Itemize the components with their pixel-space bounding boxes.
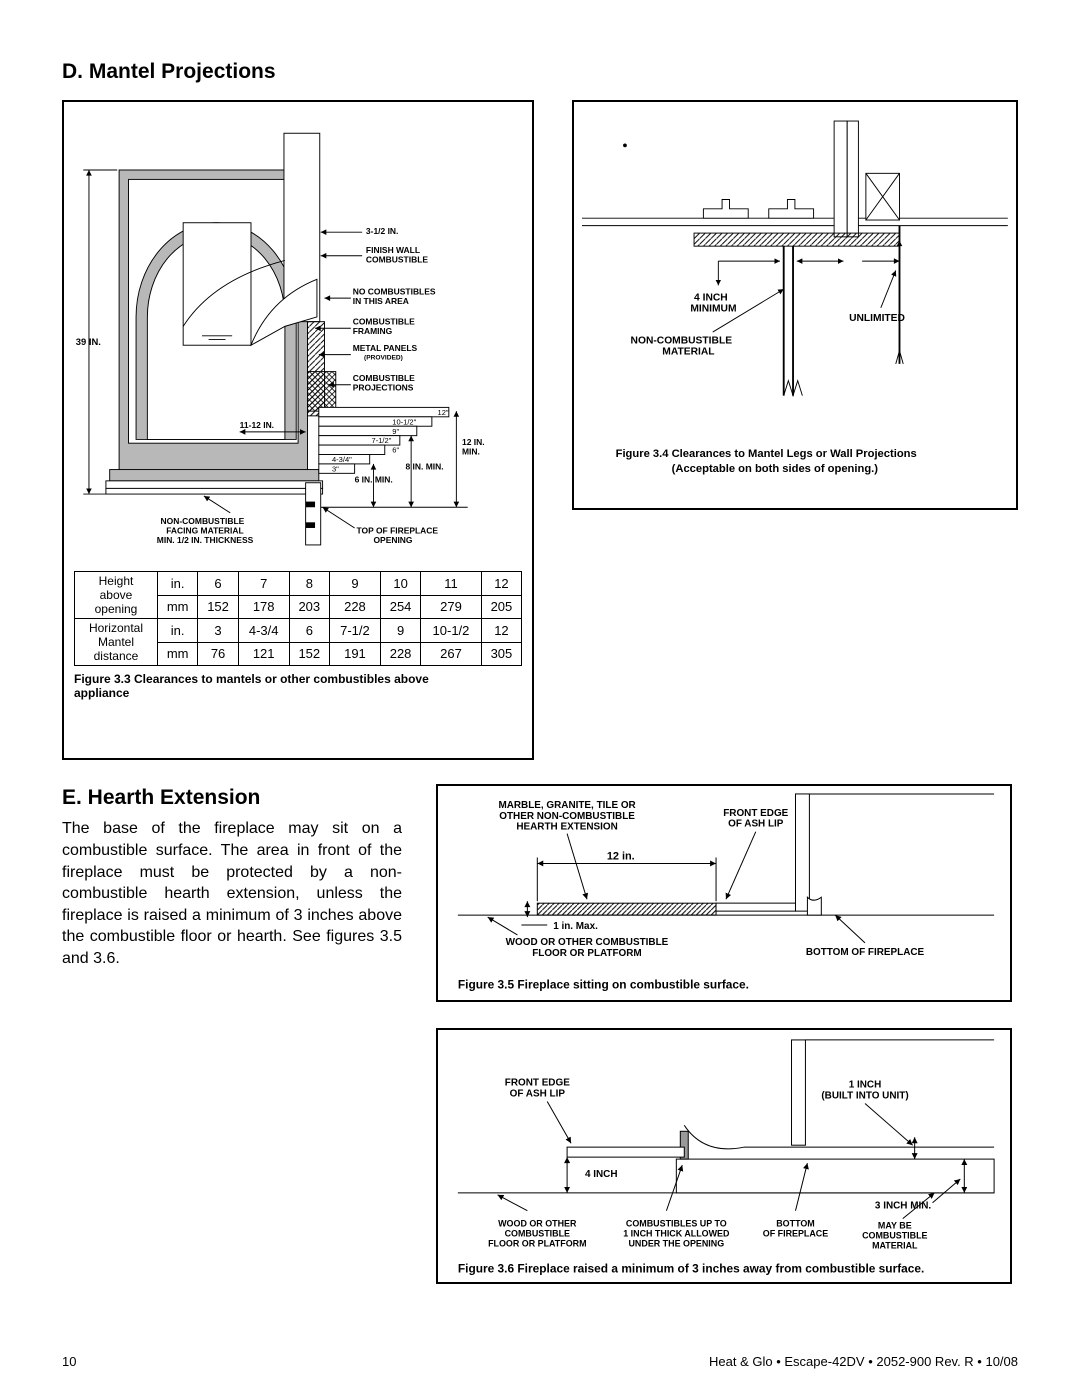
svg-text:7-1/2": 7-1/2" (372, 436, 392, 445)
svg-text:OPENING: OPENING (373, 535, 412, 545)
svg-text:BOTTOM: BOTTOM (776, 1219, 815, 1229)
svg-text:COMBUSTIBLES UP TO: COMBUSTIBLES UP TO (626, 1219, 727, 1229)
svg-text:UNDER THE OPENING: UNDER THE OPENING (628, 1238, 724, 1248)
svg-text:COMBUSTIBLE: COMBUSTIBLE (862, 1231, 927, 1241)
row2-head: Horizontal Mantel distance (75, 619, 158, 666)
fig35-caption: Figure 3.5 Fireplace sitting on combusti… (458, 978, 749, 992)
svg-text:MAY BE: MAY BE (878, 1221, 912, 1231)
svg-text:COMBUSTIBLE: COMBUSTIBLE (366, 254, 428, 264)
svg-text:10-1/2": 10-1/2" (392, 417, 416, 426)
svg-text:MINIMUM: MINIMUM (691, 304, 737, 315)
fig33-table: Height above opening in. 6 7 8 9 10 11 1… (74, 571, 522, 700)
svg-text:MARBLE, GRANITE, TILE OR: MARBLE, GRANITE, TILE OR (498, 800, 635, 811)
lbl-unlimited: UNLIMITED (849, 313, 905, 324)
svg-text:39 IN.: 39 IN. (76, 336, 101, 347)
svg-text:MIN.: MIN. (462, 446, 480, 456)
svg-text:(PROVIDED): (PROVIDED) (364, 354, 403, 361)
svg-text:MIN. 1/2 IN. THICKNESS: MIN. 1/2 IN. THICKNESS (157, 535, 254, 545)
svg-text:(BUILT INTO UNIT): (BUILT INTO UNIT) (821, 1091, 908, 1102)
footer-right: Heat & Glo • Escape-42DV • 2052-900 Rev.… (709, 1354, 1018, 1369)
svg-text:PROJECTIONS: PROJECTIONS (353, 382, 414, 392)
svg-text:OF ASH LIP: OF ASH LIP (728, 819, 784, 830)
svg-text:1 in. Max.: 1 in. Max. (553, 921, 598, 932)
page-number: 10 (62, 1354, 76, 1369)
figure-3-5: 12 in. 1 in. Max. MARBLE, GRANITE, TILE … (436, 784, 1012, 1002)
svg-text:FRONT EDGE: FRONT EDGE (505, 1078, 570, 1089)
svg-text:3-1/2 IN.: 3-1/2 IN. (366, 226, 398, 236)
lbl-4inch-min: 4 INCH (694, 292, 728, 303)
fig34-diagram: 4 INCH MINIMUM UNLIMITED NON-COMBUSTIBLE… (582, 110, 1008, 500)
svg-text:3": 3" (332, 464, 339, 473)
svg-text:12 in.: 12 in. (607, 850, 635, 862)
svg-text:MATERIAL: MATERIAL (662, 346, 714, 357)
svg-text:4-3/4": 4-3/4" (332, 455, 352, 464)
section-e-title: E. Hearth Extension (62, 784, 402, 812)
svg-text:FLOOR OR PLATFORM: FLOOR OR PLATFORM (532, 948, 641, 959)
svg-text:1 INCH THICK ALLOWED: 1 INCH THICK ALLOWED (623, 1229, 730, 1239)
svg-text:METAL PANELS: METAL PANELS (353, 343, 418, 353)
figure-3-4: 4 INCH MINIMUM UNLIMITED NON-COMBUSTIBLE… (572, 100, 1018, 510)
lbl-noncomb-mat: NON-COMBUSTIBLE (631, 335, 733, 346)
row1-head: Height above opening (75, 572, 158, 619)
svg-text:MATERIAL: MATERIAL (872, 1240, 918, 1250)
svg-text:4 INCH: 4 INCH (585, 1169, 618, 1180)
svg-text:IN THIS AREA: IN THIS AREA (353, 296, 409, 306)
svg-text:BOTTOM OF FIREPLACE: BOTTOM OF FIREPLACE (806, 947, 925, 958)
svg-text:COMBUSTIBLE: COMBUSTIBLE (505, 1229, 570, 1239)
fig34-caption-a: Figure 3.4 Clearances to Mantel Legs or … (616, 448, 917, 460)
figure-3-6: 1 INCH (BUILT INTO UNIT) 3 INCH MIN. 4 I… (436, 1028, 1012, 1284)
svg-text:OF FIREPLACE: OF FIREPLACE (763, 1229, 828, 1239)
fig34-caption-b: (Acceptable on both sides of opening.) (672, 463, 879, 475)
svg-text:FRAMING: FRAMING (353, 326, 393, 336)
fig33-caption: Figure 3.3 Clearances to mantels or othe… (74, 672, 454, 700)
svg-text:WOOD OR OTHER: WOOD OR OTHER (498, 1219, 577, 1229)
svg-text:OTHER NON-COMBUSTIBLE: OTHER NON-COMBUSTIBLE (499, 811, 635, 822)
svg-text:11-12 IN.: 11-12 IN. (240, 420, 274, 430)
section-e-body: The base of the fireplace may sit on a c… (62, 818, 402, 969)
figure-3-3: 39 IN. 11-12 IN. 12" 10-1/2" 9" 7-1/2" 6… (62, 100, 534, 760)
svg-text:12": 12" (438, 408, 449, 417)
fig36-caption: Figure 3.6 Fireplace raised a minimum of… (458, 1261, 924, 1275)
svg-text:6 IN. MIN.: 6 IN. MIN. (355, 475, 393, 485)
svg-text:FRONT EDGE: FRONT EDGE (723, 808, 788, 819)
page-footer: 10 Heat & Glo • Escape-42DV • 2052-900 R… (62, 1354, 1018, 1369)
svg-text:FLOOR OR PLATFORM: FLOOR OR PLATFORM (488, 1238, 586, 1248)
svg-text:1 INCH: 1 INCH (849, 1080, 882, 1091)
svg-text:HEARTH EXTENSION: HEARTH EXTENSION (516, 822, 617, 833)
svg-text:OF ASH LIP: OF ASH LIP (510, 1089, 566, 1100)
section-d-title: D. Mantel Projections (62, 60, 1018, 84)
svg-text:9": 9" (392, 427, 399, 436)
svg-text:6": 6" (392, 446, 399, 455)
svg-text:8 IN. MIN.: 8 IN. MIN. (405, 462, 443, 472)
svg-text:WOOD OR OTHER COMBUSTIBLE: WOOD OR OTHER COMBUSTIBLE (506, 937, 669, 948)
